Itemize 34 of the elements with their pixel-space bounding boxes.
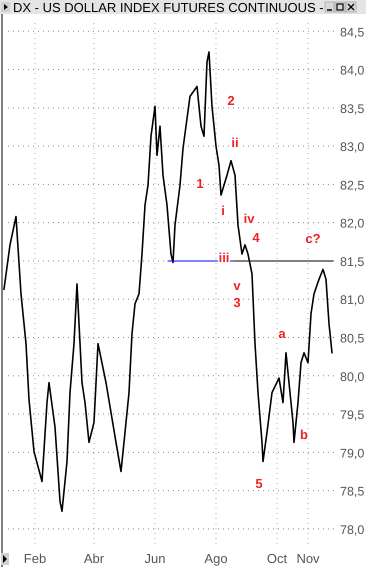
annotation: a [278, 326, 286, 341]
x-tick-label: Oct [266, 551, 288, 566]
chart-title: DX - US DOLLAR INDEX FUTURES CONTINUOUS - [13, 0, 324, 15]
annotation: 3 [233, 295, 241, 310]
annotation: c? [305, 231, 321, 246]
y-tick-label: 83,5 [340, 102, 364, 116]
x-tick-label: Jun [144, 551, 166, 566]
annotation: v [233, 278, 242, 293]
annotation: ii [231, 135, 239, 150]
annotation: b [300, 427, 308, 442]
annotation: 4 [252, 230, 260, 245]
annotation: iv [244, 211, 256, 226]
x-tick-label: Ago [204, 551, 228, 566]
line-series [3, 51, 333, 512]
y-tick-label: 78,5 [340, 484, 364, 499]
y-tick-label: 80,0 [340, 370, 364, 384]
y-tick-label: 84,0 [340, 64, 364, 78]
y-tick-label: 84,5 [340, 25, 364, 40]
annotation: 2 [227, 93, 235, 108]
annotation: 1 [196, 176, 204, 191]
x-tick-label: Nov [296, 551, 320, 566]
y-tick-label: 81,0 [340, 293, 364, 308]
y-tick-label: 83,0 [340, 140, 364, 154]
x-tick-label: Abr [84, 551, 105, 566]
annotation: 5 [255, 476, 263, 491]
y-tick-label: 82,0 [340, 216, 364, 231]
y-tick-label: 82,5 [340, 178, 364, 192]
y-tick-label: 81,5 [340, 254, 364, 269]
y-tick-label: 80,5 [340, 331, 364, 346]
y-tick-label: 79,0 [340, 446, 364, 460]
y-tick-label: 79,5 [340, 408, 364, 422]
annotation: i [221, 203, 225, 218]
y-tick-label: 78,0 [340, 522, 364, 537]
x-tick-label: Feb [24, 551, 46, 566]
